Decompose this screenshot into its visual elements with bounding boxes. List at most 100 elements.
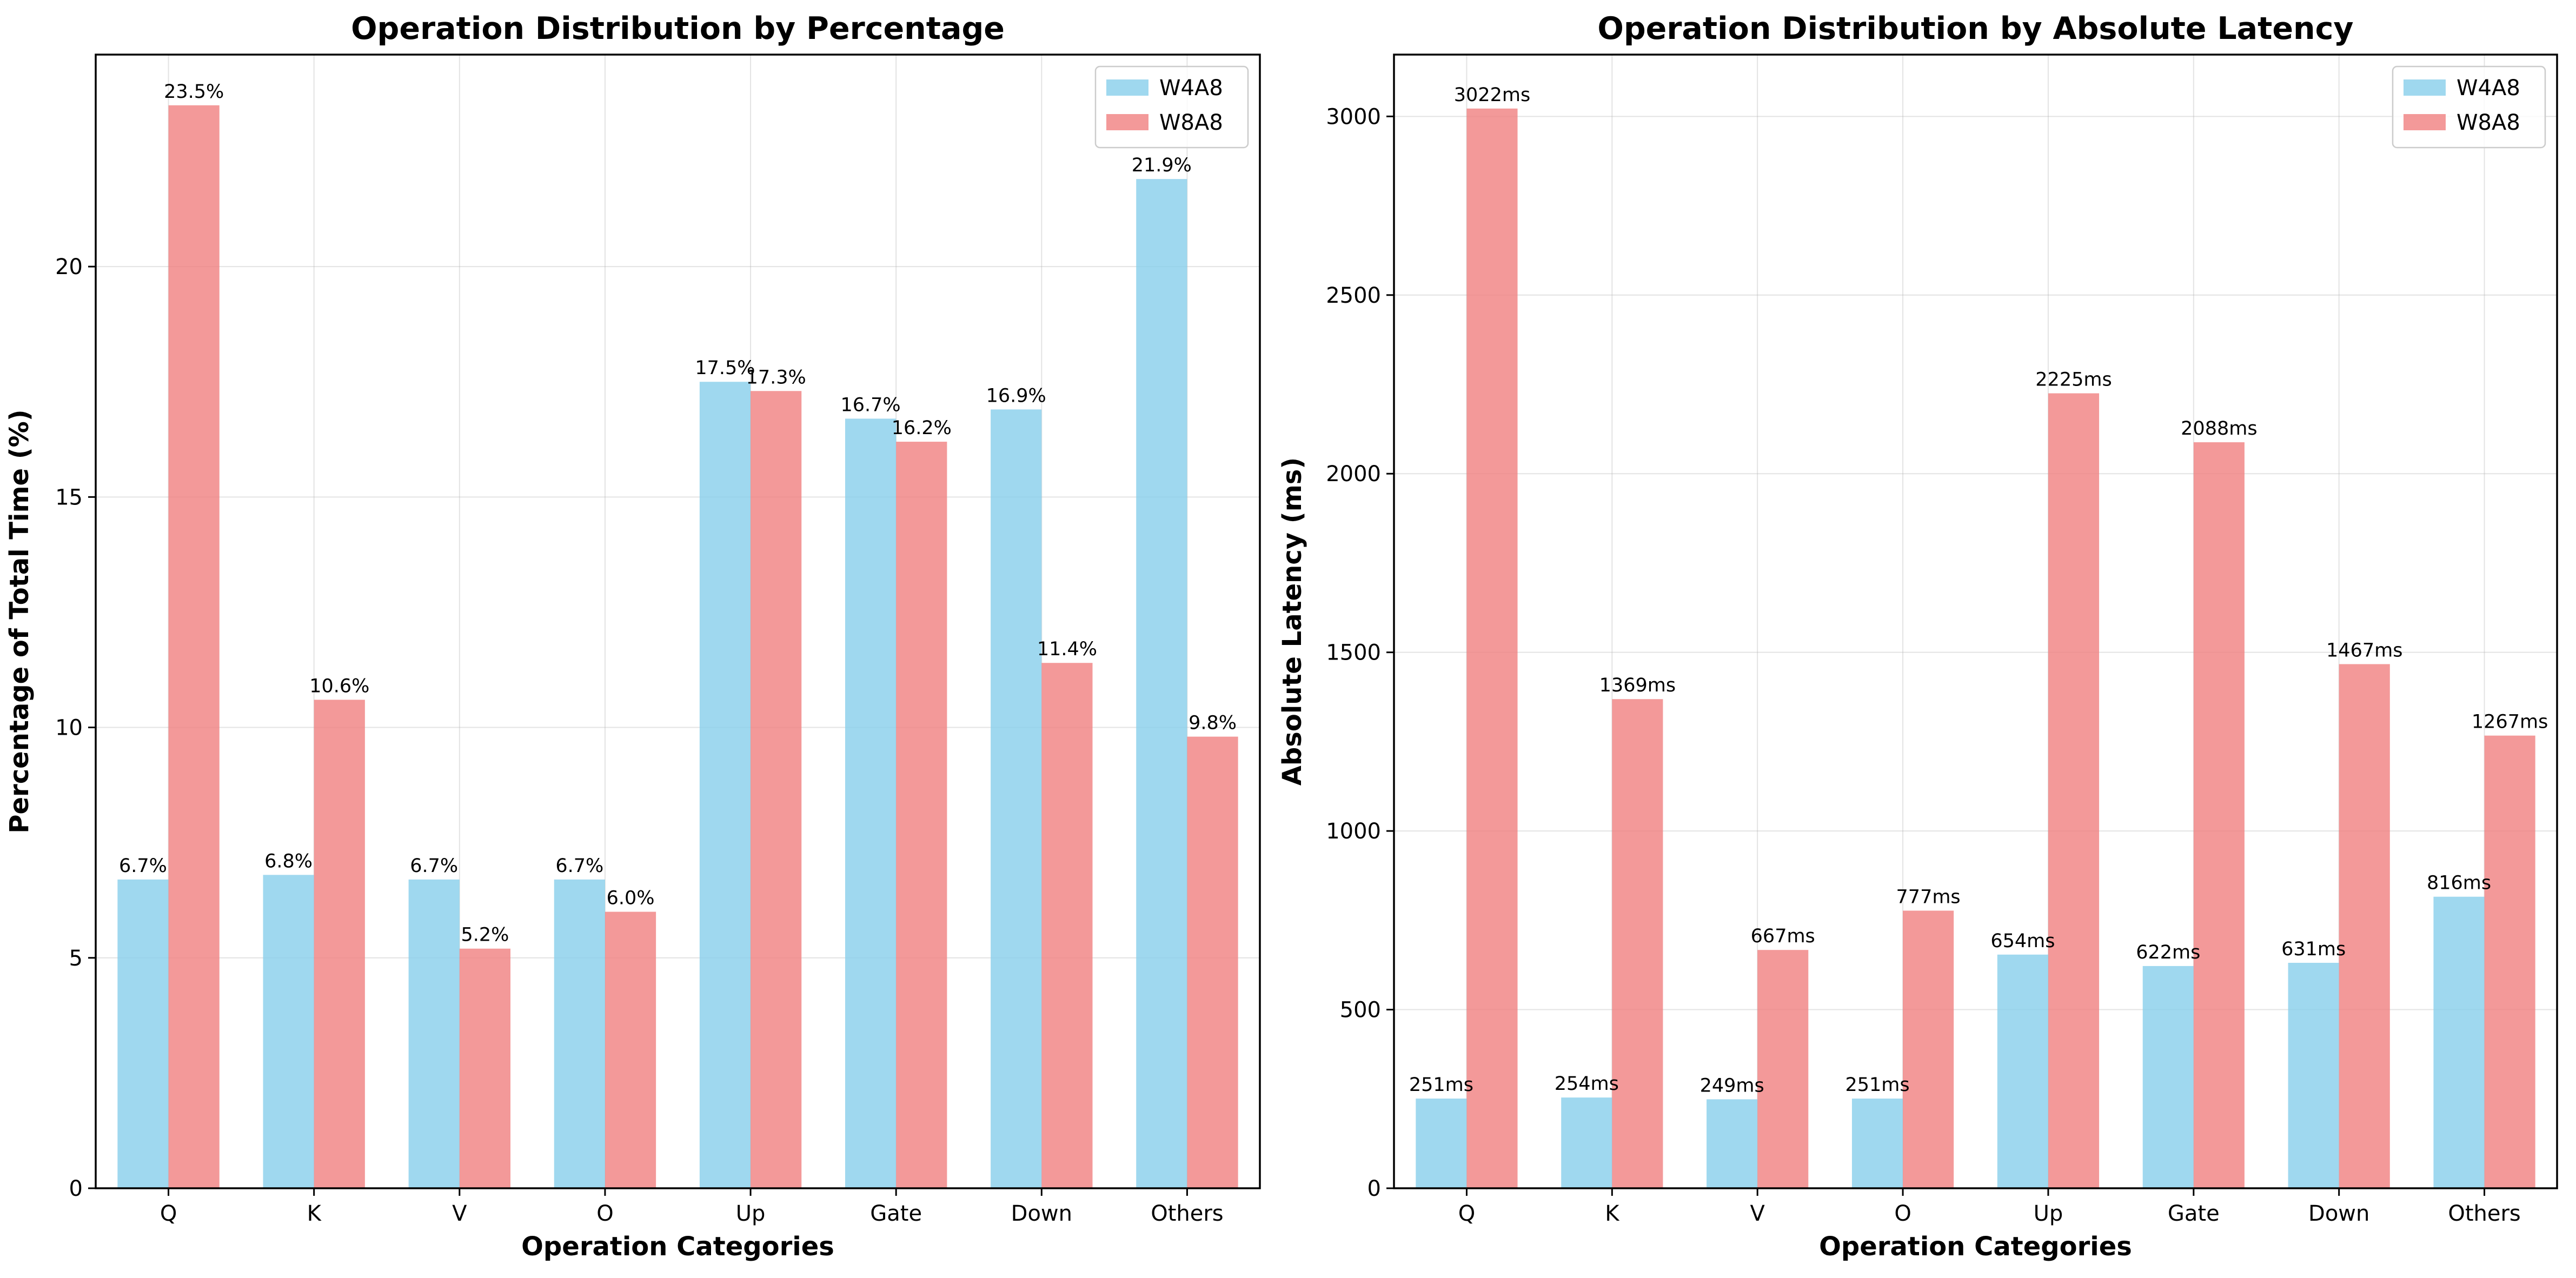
x-tick-label: K (1605, 1201, 1620, 1226)
y-tick-label: 1500 (1326, 641, 1381, 665)
bar-w4a8-others (2433, 896, 2485, 1188)
x-axis-label: Operation Categories (521, 1232, 834, 1262)
data-label: 11.4% (1037, 638, 1097, 660)
data-label: 667ms (1751, 926, 1815, 947)
x-axis-label: Operation Categories (1819, 1232, 2132, 1262)
bar-w4a8-up (1997, 954, 2048, 1188)
bar-w4a8-v (1707, 1099, 1758, 1188)
x-tick-label: Gate (2168, 1201, 2220, 1226)
data-label: 254ms (1555, 1073, 1619, 1095)
bar-w4a8-q (117, 879, 169, 1188)
y-tick-label: 3000 (1326, 104, 1381, 129)
legend-label-w8a8: W8A8 (1159, 110, 1223, 135)
chart-title: Operation Distribution by Absolute Laten… (1597, 11, 2353, 46)
data-label: 654ms (1990, 930, 2055, 952)
x-tick-label: Up (2034, 1201, 2063, 1226)
bar-w8a8-others (2484, 735, 2535, 1188)
data-label: 16.9% (986, 385, 1046, 407)
data-label: 1369ms (1599, 675, 1676, 696)
x-tick-label: K (307, 1201, 322, 1226)
chart-panel-1: 6.7% 6.8% 6.7% 6.7% 17.5% 16.7% 16.9% 21.9% 23.5… (4, 11, 1261, 1262)
y-tick-label: 15 (55, 485, 83, 510)
bar-w4a8-down (991, 409, 1042, 1188)
data-label: 251ms (1409, 1074, 1473, 1096)
bar-w4a8-o (554, 879, 605, 1188)
x-tick-label: Others (2448, 1201, 2520, 1226)
bar-w8a8-gate (2193, 442, 2245, 1189)
y-tick-label: 2000 (1326, 462, 1381, 487)
plot-frame (1393, 54, 2558, 1189)
bar-w8a8-v (459, 948, 511, 1188)
data-label: 622ms (2136, 942, 2200, 963)
legend-swatch-w4a8 (2404, 79, 2446, 96)
data-label: 21.9% (1132, 155, 1192, 176)
bar-w8a8-others (1187, 736, 1238, 1188)
y-axis-label: Percentage of Total Time (%) (4, 409, 35, 833)
data-label: 1467ms (2326, 640, 2402, 661)
x-tick-label: V (1750, 1201, 1765, 1226)
bar-w8a8-o (605, 911, 656, 1188)
bar-w8a8-v (1757, 950, 1809, 1188)
data-label: 9.8% (1189, 713, 1237, 734)
bar-w8a8-gate (896, 442, 947, 1188)
legend-swatch-w8a8 (1106, 114, 1148, 130)
legend-label-w4a8: W4A8 (2457, 76, 2520, 101)
bar-w8a8-o (1903, 910, 1954, 1188)
x-tick-label: Q (160, 1201, 177, 1226)
data-label: 251ms (1845, 1074, 1909, 1096)
legend-label-w4a8: W4A8 (1159, 76, 1223, 101)
y-axis-label: Absolute Latency (ms) (1277, 457, 1307, 786)
data-label: 17.5% (695, 357, 755, 379)
bar-w4a8-k (263, 875, 314, 1188)
bar-w8a8-q (168, 105, 220, 1188)
data-label: 6.8% (264, 850, 313, 872)
data-label: 1267ms (2472, 711, 2548, 733)
x-tick-label: Others (1151, 1201, 1223, 1226)
data-label: 16.7% (840, 394, 900, 416)
plot-frame (95, 54, 1261, 1189)
bar-w4a8-gate (2142, 966, 2194, 1188)
x-tick-label: Q (1458, 1201, 1475, 1226)
bar-w8a8-down (1041, 663, 1093, 1188)
data-label: 5.2% (461, 924, 509, 946)
legend-label-w8a8: W8A8 (2457, 110, 2520, 135)
data-label: 10.6% (309, 675, 369, 697)
legend: W4A8 W8A8 (2392, 65, 2546, 149)
data-label: 631ms (2281, 938, 2346, 960)
x-tick-label: Gate (870, 1201, 922, 1226)
x-tick-label: Up (736, 1201, 766, 1226)
data-label: 2225ms (2035, 369, 2112, 391)
bar-w8a8-q (1466, 108, 1518, 1189)
bar-w8a8-down (2339, 664, 2390, 1188)
data-label: 6.7% (555, 855, 603, 877)
y-tick-label: 0 (69, 1176, 83, 1201)
bar-w4a8-k (1561, 1097, 1612, 1188)
bar-w8a8-k (314, 700, 365, 1188)
data-label: 16.2% (892, 417, 952, 439)
bar-w8a8-up (2048, 393, 2100, 1189)
x-tick-label: Down (2308, 1201, 2369, 1226)
x-tick-label: O (1894, 1201, 1911, 1226)
x-tick-label: O (596, 1201, 613, 1226)
legend-swatch-w4a8 (1106, 79, 1148, 96)
y-tick-label: 20 (55, 255, 83, 279)
bar-w4a8-up (699, 382, 751, 1188)
x-tick-label: V (452, 1201, 467, 1226)
y-tick-label: 10 (55, 716, 83, 741)
legend-swatch-w8a8 (2404, 114, 2446, 130)
chart-title: Operation Distribution by Percentage (351, 11, 1005, 46)
chart-panel-2: 251ms 254ms 249ms 251ms 654ms 622ms 631ms 816ms… (1277, 11, 2558, 1262)
data-label: 816ms (2427, 873, 2491, 894)
bar-w4a8-down (2288, 962, 2339, 1188)
data-label: 3022ms (1454, 84, 1530, 106)
bar-w8a8-up (751, 391, 802, 1188)
data-label: 249ms (1700, 1075, 1764, 1096)
bar-w8a8-k (1612, 699, 1663, 1188)
data-label: 6.0% (607, 888, 655, 909)
bar-w4a8-o (1851, 1099, 1903, 1188)
data-label: 23.5% (164, 81, 224, 103)
bar-w4a8-v (408, 879, 460, 1188)
bar-w4a8-others (1136, 179, 1187, 1188)
data-label: 777ms (1896, 886, 1961, 908)
